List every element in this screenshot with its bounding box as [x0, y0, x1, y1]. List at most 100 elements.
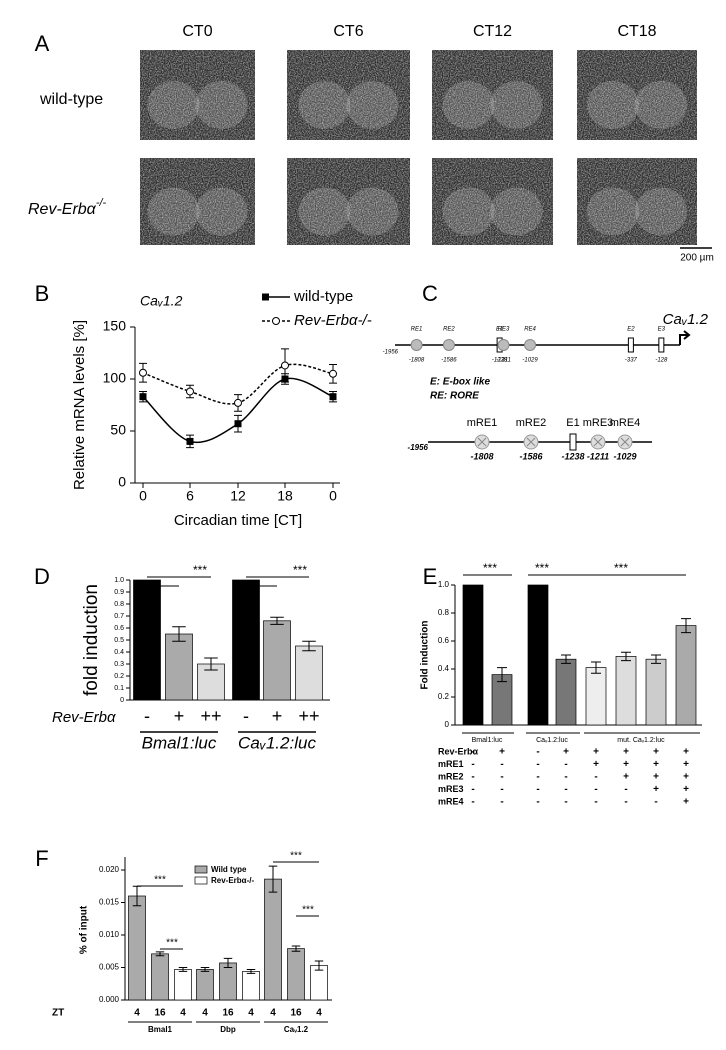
significance: ***	[290, 851, 302, 862]
condition-mark: +	[683, 797, 689, 808]
condition-mark: -	[471, 747, 474, 758]
rore	[410, 339, 423, 351]
scn-signal	[587, 187, 639, 236]
y-tick-label: 50	[110, 422, 126, 438]
y-tick-label: 0	[120, 697, 124, 704]
condition-mark: +	[683, 759, 689, 770]
x-tick-label: 4	[316, 1008, 322, 1019]
marker	[329, 393, 337, 401]
micrograph-texture	[577, 50, 697, 140]
panel-label: E	[423, 564, 438, 589]
e-box	[658, 337, 665, 353]
micrograph-texture	[140, 50, 255, 140]
x-tick-label: 4	[248, 1008, 254, 1019]
legend-swatch	[194, 876, 208, 885]
condition-mark: -	[536, 797, 539, 808]
scn-signal	[442, 187, 495, 236]
condition-mark: -	[594, 797, 597, 808]
y-tick-label: 0.9	[114, 589, 124, 596]
element-label: E1	[566, 417, 579, 429]
element-position: -1029	[522, 358, 538, 364]
error-bar	[200, 967, 210, 972]
condition-mark: +	[563, 747, 569, 758]
condition-mark: +	[499, 747, 505, 758]
scn-signal	[635, 81, 687, 129]
bar	[645, 658, 667, 726]
column-label: CT18	[617, 23, 656, 40]
significance: ***	[614, 561, 628, 575]
column-label: CT0	[182, 23, 212, 40]
condition-mark: +	[683, 784, 689, 795]
significance: ***	[535, 561, 549, 575]
micrograph-texture	[432, 50, 553, 140]
condition-mark: -	[500, 797, 503, 808]
scn-signal	[298, 187, 351, 236]
rore	[524, 339, 537, 351]
e-box	[569, 433, 577, 451]
rore	[497, 339, 510, 351]
element-label: mRE3	[583, 417, 614, 429]
marker	[329, 369, 337, 378]
element-label: RE4	[524, 327, 536, 333]
panel-label: F	[35, 846, 48, 871]
scn-signal	[147, 81, 200, 129]
bar	[151, 953, 169, 1001]
element-position: -1586	[441, 358, 457, 364]
y-axis-label: Fold induction	[420, 621, 431, 690]
y-tick-label: 0.5	[114, 637, 124, 644]
marker	[234, 398, 242, 407]
x-axis-label: Circadian time [CT]	[174, 512, 302, 529]
error-bar	[172, 626, 186, 642]
x-tick-label: -	[144, 706, 150, 726]
marker	[234, 420, 242, 428]
error-bar	[178, 967, 188, 972]
bar	[232, 579, 260, 701]
condition-mark: -	[471, 772, 474, 783]
bar	[491, 674, 513, 726]
group-label: Dbp	[220, 1025, 236, 1034]
group-label: Caᵥ1.2:luc	[238, 733, 316, 752]
x-tick-label: 16	[154, 1008, 166, 1019]
condition-mark: +	[683, 747, 689, 758]
legend-text: RE: RORE	[430, 391, 479, 402]
row-label: wild-type	[39, 91, 103, 108]
y-tick-label: 0.015	[99, 898, 120, 907]
scn-signal	[587, 81, 639, 129]
row-label: Rev-Erbα-/-	[28, 197, 107, 218]
bar	[242, 971, 260, 1001]
condition-mark: -	[536, 759, 539, 770]
y-tick-label: 0.8	[114, 601, 124, 608]
legend-marker	[272, 317, 280, 325]
error-bar	[302, 640, 316, 652]
x-tick-label: 4	[180, 1008, 186, 1019]
x-tick-label: 4	[270, 1008, 276, 1019]
y-tick-label: 0	[118, 474, 126, 490]
bar	[675, 625, 697, 726]
group-label: Caᵥ1.2:luc	[536, 737, 568, 744]
scn-signal	[195, 187, 248, 236]
row-label-superscript: -/-	[96, 197, 107, 209]
scale-bar-label: 200 µm	[680, 253, 714, 264]
y-tick-label: 0	[445, 720, 450, 729]
rore	[442, 339, 455, 351]
condition-mark: -	[624, 797, 627, 808]
panel-label: B	[35, 281, 50, 306]
element-label: RE3	[498, 327, 510, 333]
scn-signal	[147, 187, 200, 236]
y-tick-label: 0.2	[114, 673, 124, 680]
error-bar	[246, 968, 256, 974]
condition-mark: +	[623, 759, 629, 770]
bar	[219, 962, 237, 1001]
x-tick-label: ++	[200, 706, 221, 726]
element-label: RE1	[411, 327, 423, 333]
condition-mark: -	[564, 759, 567, 770]
condition-label: mRE3	[438, 784, 464, 794]
error-bar	[268, 865, 278, 893]
category-axis-label: ZT	[52, 1008, 64, 1019]
y-axis-label: Relative mRNA levels [%]	[71, 320, 88, 490]
element-position: -1029	[613, 451, 636, 461]
element-label: E3	[658, 327, 666, 333]
element-position: -1238	[492, 358, 508, 364]
column-label: CT12	[473, 23, 512, 40]
y-tick-label: 100	[103, 370, 127, 386]
